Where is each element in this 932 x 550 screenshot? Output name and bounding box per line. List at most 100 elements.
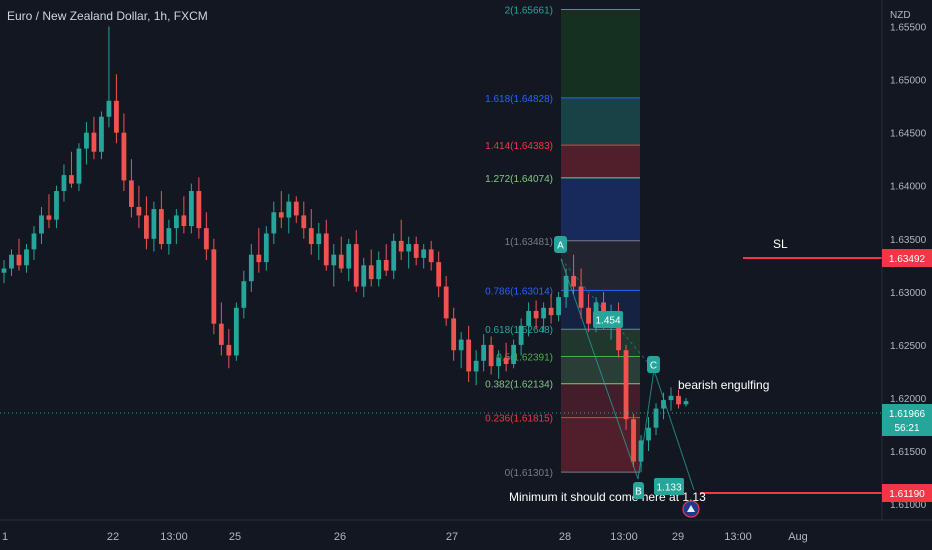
point-c-marker[interactable]: C (647, 356, 660, 373)
candle-body (331, 254, 337, 266)
fib-level-label: 0.382(1.62134) (485, 380, 553, 391)
candle-body (616, 313, 621, 351)
candle-body (496, 357, 502, 367)
candle-body (301, 215, 307, 229)
candle-body (203, 228, 209, 250)
candle-body (211, 249, 217, 324)
candle-body (24, 249, 29, 266)
candle-body (488, 344, 494, 367)
point-b-marker[interactable]: B (633, 482, 644, 499)
fib-level-label: 1(1.63481) (505, 237, 553, 248)
candle-body (166, 228, 172, 245)
price-tick-label: 1.63000 (890, 288, 927, 299)
candle-body (353, 244, 359, 287)
time-tick-label: 13:00 (724, 531, 752, 543)
bc-ratio-label: 1.133 (656, 483, 681, 494)
candles (1, 26, 689, 473)
time-tick-label: 26 (334, 531, 346, 543)
candle-body (451, 318, 457, 351)
fib-zone (561, 9, 640, 98)
point-a-marker[interactable]: A (554, 236, 567, 253)
candle-body (443, 286, 449, 319)
candle-body (9, 254, 14, 269)
time-tick-label: 25 (229, 531, 241, 543)
chart-title: Euro / New Zealand Dollar, 1h, FXCM (7, 9, 208, 23)
time-tick-label: 27 (446, 531, 458, 543)
candle-body (428, 249, 434, 263)
candle-body (323, 233, 329, 266)
candle-body (646, 427, 651, 441)
candle-body (661, 400, 666, 409)
fib-zone (561, 417, 640, 473)
candle-body (263, 233, 269, 263)
sl-label: SL (773, 237, 788, 251)
candle-body (668, 395, 674, 401)
candle-body (233, 307, 239, 356)
candle-body (69, 175, 74, 184)
fib-level-label: 2(1.65661) (505, 5, 553, 16)
candle-body (526, 310, 532, 326)
candle-body (631, 419, 636, 462)
candle-body (241, 281, 247, 308)
point-b-label: B (635, 487, 642, 498)
candle-body (271, 212, 277, 234)
candle-body (653, 408, 659, 428)
time-tick-label: 22 (107, 531, 119, 543)
pattern-leg-ab (560, 258, 639, 480)
candle-body (286, 201, 292, 218)
current-price-text: 1.61966 (889, 409, 926, 420)
target-price-text: 1.61190 (889, 489, 925, 500)
candle-body (31, 233, 37, 250)
candle-body (518, 325, 524, 345)
candle-body (121, 132, 127, 181)
candle-body (248, 254, 254, 282)
price-tick-label: 1.62500 (890, 341, 927, 352)
ab-ratio-label: 1.454 (595, 316, 620, 327)
candle-body (436, 262, 442, 287)
candle-body (623, 350, 629, 420)
candle-body (54, 191, 59, 220)
time-tick-label: 29 (672, 531, 684, 543)
fib-level-label: 0(1.61301) (505, 468, 553, 479)
candle-body (398, 240, 404, 252)
fib-level-label: 1.618(1.64828) (485, 94, 553, 105)
note-icon[interactable] (682, 500, 700, 518)
candle-body (46, 215, 52, 220)
candle-body (338, 254, 344, 269)
candle-body (129, 180, 134, 207)
candle-body (158, 209, 164, 245)
candle-body (421, 249, 427, 258)
candle-body (173, 215, 179, 229)
candle-body (99, 116, 104, 152)
candle-body (571, 275, 576, 287)
candle-body (586, 307, 591, 324)
price-tick-label: 1.62000 (890, 394, 927, 405)
ab-ratio-badge: 1.454 (593, 311, 623, 328)
sl-price-badge: 1.63492 (882, 249, 932, 267)
candle-body (16, 254, 22, 266)
candle-body (151, 209, 157, 239)
candle-body (413, 244, 419, 258)
candle-body (181, 215, 187, 227)
time-axis[interactable]: 1 22 13:00 25 26 27 28 13:00 29 13:00 Aug (0, 519, 932, 543)
candle-body (511, 344, 517, 364)
candle-body (556, 297, 561, 316)
target-price-badge: 1.61190 (882, 484, 932, 502)
candle-body (391, 240, 397, 271)
fib-zone (561, 145, 640, 178)
candle-body (293, 201, 299, 216)
current-price-badge: 1.61966 56:21 (882, 404, 932, 436)
time-tick-label: Aug (788, 531, 808, 543)
candle-body (578, 286, 584, 308)
candle-body (143, 215, 149, 239)
candle-body (466, 339, 472, 372)
candle-body (39, 215, 44, 234)
fib-zone (561, 97, 640, 146)
bearish-engulfing-note: bearish engulfing (678, 378, 769, 392)
sl-price-text: 1.63492 (889, 254, 926, 265)
bar-countdown-text: 56:21 (894, 423, 919, 434)
candle-body (638, 440, 644, 462)
candle-body (541, 307, 547, 319)
